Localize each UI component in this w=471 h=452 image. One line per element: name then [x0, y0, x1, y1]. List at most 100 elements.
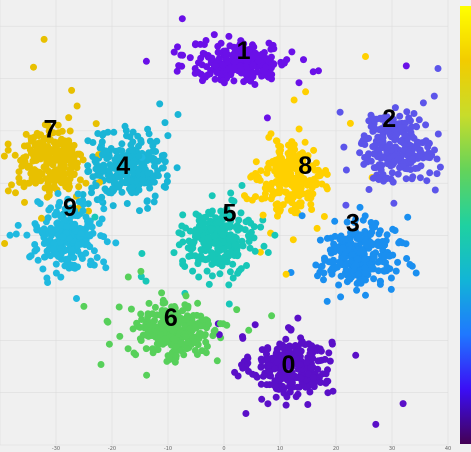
data-point-digit-4: [159, 164, 167, 172]
data-point-digit-4: [160, 183, 168, 190]
data-point-digit-2: [436, 163, 444, 171]
data-point-digit-6: [205, 320, 212, 328]
data-point-digit-0: [294, 390, 302, 398]
data-point-digit-6: [158, 289, 166, 297]
data-point-digit-3: [337, 293, 345, 301]
data-point-digit-7: [21, 158, 29, 166]
data-point-digit-7: [92, 120, 100, 128]
data-point-digit-9: [47, 204, 55, 212]
data-point-digit-8: [320, 213, 328, 220]
data-point-digit-8: [296, 157, 304, 165]
data-point-digit-8: [278, 171, 286, 179]
data-point-digit-6: [149, 310, 156, 318]
data-point-digit-7: [48, 176, 56, 184]
data-point-digit-7: [59, 178, 67, 186]
data-point-digit-2: [361, 154, 369, 161]
data-point-digit-5: [260, 242, 268, 250]
data-point-digit-3: [323, 297, 331, 305]
data-point-digit-7: [65, 114, 73, 122]
data-point-digit-5: [217, 207, 225, 215]
data-point-digit-6: [209, 332, 217, 340]
data-point-digit-1: [213, 69, 221, 77]
data-point-digit-2: [408, 123, 415, 131]
data-point-digit-0: [310, 374, 317, 382]
data-point-digit-2: [409, 173, 417, 181]
x-tick-label: -10: [164, 446, 172, 452]
data-point-digit-4: [150, 198, 158, 206]
data-point-digit-4: [84, 137, 92, 145]
data-point-digit-0: [324, 366, 331, 374]
data-point-digit-6: [217, 320, 224, 328]
data-point-digit-8: [304, 189, 312, 197]
data-point-digit-8: [318, 180, 326, 188]
data-point-digit-4: [151, 192, 159, 200]
data-point-digit-8: [306, 177, 314, 184]
data-point-digit-2: [413, 123, 421, 131]
data-point-digit-3: [320, 269, 328, 277]
data-point-digit-2: [415, 116, 423, 124]
data-point-digit-6: [182, 333, 190, 341]
data-point-digit-2: [394, 155, 402, 163]
data-point-digit-6: [184, 338, 192, 346]
data-point-digit-1: [236, 62, 244, 70]
data-point-digit-2: [360, 160, 368, 168]
data-point-digit-9: [57, 250, 65, 258]
data-point-digit-6: [192, 324, 200, 332]
data-point-digit-5: [197, 252, 205, 260]
data-point-digit-1: [222, 47, 230, 55]
data-point-digit-3: [386, 252, 393, 260]
data-point-digit-6: [127, 305, 135, 313]
data-point-digit-7: [33, 131, 41, 138]
data-point-digit-5: [179, 257, 187, 265]
data-point-digit-9: [6, 231, 14, 239]
data-point-digit-7: [46, 184, 54, 192]
data-point-digit-8: [243, 195, 251, 203]
data-point-digit-5: [207, 225, 215, 233]
data-point-digit-8: [291, 209, 299, 217]
data-point-digit-4: [98, 151, 106, 159]
data-point-digit-2: [391, 104, 399, 112]
data-point-digit-0: [297, 374, 305, 382]
data-point-digit-8: [256, 248, 264, 256]
data-point-digit-4: [98, 193, 106, 201]
data-point-digit-7: [38, 170, 46, 178]
data-point-digit-9: [49, 245, 57, 253]
x-tick-label: 30: [389, 446, 395, 452]
data-point-digit-7: [4, 187, 12, 195]
data-point-digit-5: [179, 238, 187, 246]
data-point-digit-5: [181, 263, 189, 270]
data-point-digit-0: [329, 387, 337, 395]
data-point-digit-9: [95, 220, 103, 227]
data-point-digit-6: [97, 361, 105, 368]
data-point-digit-7: [44, 122, 52, 130]
data-point-digit-6: [157, 331, 165, 339]
data-point-digit-3: [341, 235, 349, 243]
data-point-digit-3: [362, 276, 369, 284]
data-point-digit-2: [378, 125, 385, 133]
data-point-digit-3: [351, 227, 359, 235]
data-point-digit-7: [66, 127, 74, 135]
data-point-digit-9: [82, 249, 90, 257]
data-point-digit-2: [434, 130, 442, 138]
data-point-digit-9: [86, 217, 94, 225]
data-point-digit-7: [11, 151, 19, 159]
data-point-digit-5: [137, 273, 145, 281]
cluster-label-6: 6: [164, 304, 178, 332]
data-point-digit-7: [60, 161, 68, 169]
data-point-digit-9: [73, 295, 80, 302]
data-point-digit-3: [356, 248, 364, 256]
cluster-label-1: 1: [237, 37, 251, 65]
data-point-digit-3: [361, 212, 369, 220]
data-point-digit-9: [103, 238, 111, 246]
data-point-digit-7: [8, 181, 15, 189]
data-point-digit-0: [258, 346, 266, 354]
data-point-digit-1: [186, 54, 194, 62]
data-point-digit-5: [138, 250, 146, 257]
data-point-digit-7: [41, 151, 49, 159]
data-point-digit-8: [248, 196, 256, 204]
data-point-digit-7: [45, 133, 53, 141]
data-point-digit-1: [263, 55, 271, 63]
data-point-digit-3: [335, 281, 343, 289]
data-point-digit-7: [64, 183, 72, 191]
data-point-digit-9: [64, 195, 72, 203]
